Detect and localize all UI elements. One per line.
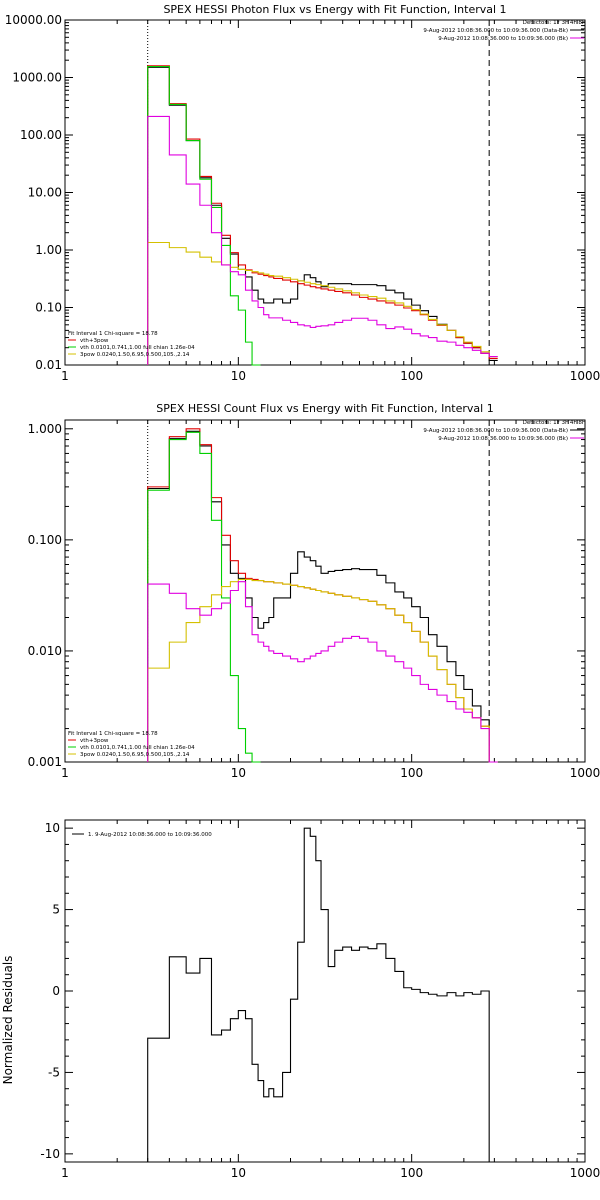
- x-tick-label: 10: [231, 369, 246, 383]
- x-tick-label: 10: [231, 1166, 246, 1180]
- chart-title: SPEX HESSI Photon Flux vs Energy with Fi…: [163, 3, 506, 16]
- count-flux-chart: SPEX HESSI Count Flux vs Energy with Fit…: [28, 402, 600, 780]
- y-tick-label: 0: [52, 984, 60, 998]
- series-fit-total: [147, 65, 498, 365]
- x-tick-label: 100: [400, 1166, 423, 1180]
- x-tick-label: 1: [61, 766, 69, 780]
- y-tick-label: 1000.00: [12, 71, 62, 85]
- x-tick-label: 100: [400, 369, 423, 383]
- plot-frame: [64, 419, 586, 763]
- legend-entry-total: vth+3pow: [80, 738, 109, 744]
- y-tick-label: 100.00: [20, 128, 62, 142]
- plot-frame: [64, 19, 586, 366]
- series-fit-total: [147, 428, 498, 763]
- legend-entry-powerlaw: 3pow 0.0240,1.50,6.95,0.500,105.,2.14: [80, 752, 190, 758]
- y-tick-label: 10.00: [28, 186, 62, 200]
- series-data: [147, 66, 498, 365]
- header-entry-data: 9-Aug-2012 10:08:36.000 to 10:09:36.000 …: [423, 28, 568, 34]
- x-tick-label: 1000: [570, 766, 600, 780]
- plot-frame: [64, 819, 586, 1163]
- y-tick-label: 1.000: [28, 422, 62, 436]
- residuals-chart: Normalized Residuals 1 10 100 1000 -10 -5 0 5 10…: [1, 819, 600, 1180]
- header-entry-background: 9-Aug-2012 10:08:36.000 to 10:09:36.000 …: [438, 36, 568, 42]
- series-residuals: [147, 827, 498, 1163]
- series-power-law: [147, 578, 498, 763]
- y-tick-label: 0.100: [28, 533, 62, 547]
- y-tick-label: 0.001: [28, 755, 62, 769]
- legend-entry-thermal: vth 0.0101,0.741,1.00 full chian 1.26e-0…: [80, 345, 195, 351]
- legend-entry-powerlaw: 3pow 0.0240,1.50,6.95,0.500,105.,2.14: [80, 352, 190, 358]
- x-tick-label: 100: [400, 766, 423, 780]
- x-tick-label: 1000: [570, 1166, 600, 1180]
- legend-title: Fit Interval 1 Chi-square = 18.78: [68, 331, 158, 337]
- x-tick-label: 1: [61, 1166, 69, 1180]
- x-tick-label: 1000: [570, 369, 600, 383]
- detectors-label: Detectors: 1F 3F 4F 8F: [523, 420, 585, 426]
- x-tick-label: 1: [61, 369, 69, 383]
- y-tick-label: -5: [48, 1065, 60, 1079]
- y-tick-label: 10000.00: [5, 13, 62, 27]
- series-power-law: [147, 241, 498, 365]
- series-thermal: [147, 431, 261, 763]
- legend-entry-total: vth+3pow: [80, 338, 109, 344]
- y-tick-label: 5: [52, 903, 60, 917]
- x-tick-label: 10: [231, 766, 246, 780]
- y-tick-label: 0.10: [35, 301, 62, 315]
- legend-entry-thermal: vth 0.0101,0.741,1.00 full chian 1.26e-0…: [80, 745, 195, 751]
- y-axis-label: Normalized Residuals: [1, 956, 15, 1085]
- chart-title: SPEX HESSI Count Flux vs Energy with Fit…: [156, 402, 493, 415]
- header-entry-data: 9-Aug-2012 10:08:36.000 to 10:09:36.000 …: [423, 428, 568, 434]
- y-tick-label: 10: [45, 821, 60, 835]
- y-tick-label: 0.010: [28, 644, 62, 658]
- y-tick-label: 1.00: [35, 243, 62, 257]
- header-entry-background: 9-Aug-2012 10:08:36.000 to 10:09:36.000 …: [438, 436, 568, 442]
- detectors-label: Detectors: 1F 3F 4F 8F: [523, 20, 585, 26]
- series-background: [147, 115, 498, 365]
- y-tick-label: -10: [40, 1147, 60, 1161]
- series-background: [147, 581, 498, 763]
- photon-flux-chart: SPEX HESSI Photon Flux vs Energy with Fi…: [5, 3, 600, 383]
- series-thermal: [147, 66, 261, 366]
- series-data: [147, 430, 498, 763]
- y-tick-label: 0.01: [35, 358, 62, 372]
- legend-entry-residuals: 1. 9-Aug-2012 10:08:36.000 to 10:09:36.0…: [88, 832, 212, 838]
- legend-title: Fit Interval 1 Chi-square = 18.78: [68, 731, 158, 737]
